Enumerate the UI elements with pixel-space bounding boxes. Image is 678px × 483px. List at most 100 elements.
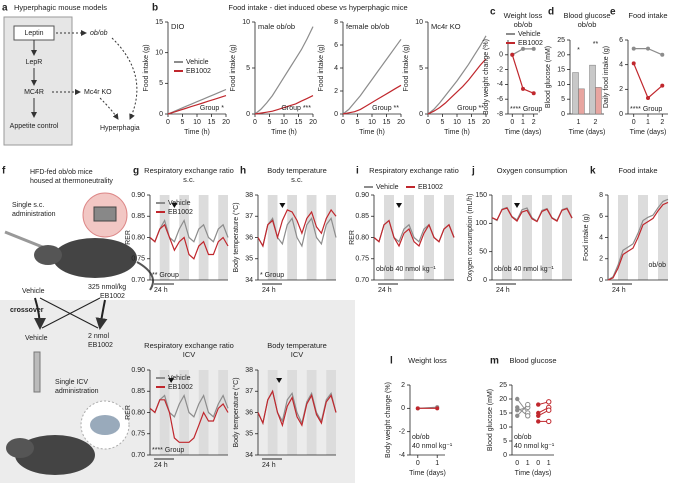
x-tick-label: 10 xyxy=(193,119,201,126)
x-tick-label: 10 xyxy=(368,119,376,126)
chart-title: Blood glucose xyxy=(563,11,610,20)
legend-label: Vehicle xyxy=(168,200,191,207)
x-tick-label: 0 xyxy=(416,460,420,467)
chart-subtitle: ICV xyxy=(183,350,196,359)
y-tick-label: 2 xyxy=(619,86,623,93)
series-line xyxy=(257,389,337,428)
y-tick-label: 0.80 xyxy=(131,409,145,416)
crossover-label: crossover xyxy=(10,307,44,314)
model-label: ob/ob xyxy=(90,30,108,37)
y-tick-label: 36 xyxy=(245,234,253,241)
y-tick-label: 34 xyxy=(245,277,253,284)
point xyxy=(415,406,420,411)
y-tick-label: 0.90 xyxy=(131,192,145,199)
bar xyxy=(595,87,602,115)
annotation: * Group xyxy=(260,272,284,279)
y-tick-label: -2 xyxy=(497,66,503,73)
y-tick-label: 0 xyxy=(159,111,163,118)
y-tick-label: 38 xyxy=(245,192,253,199)
y-axis-label: RER xyxy=(125,230,132,245)
y-tick-label: 0 xyxy=(246,111,250,118)
legend-label: EB1002 xyxy=(518,40,543,47)
y-tick-label: 2 xyxy=(334,88,338,95)
dark-phase xyxy=(638,195,648,280)
y-tick-label: -4 xyxy=(399,452,405,459)
y-tick-label: 4 xyxy=(619,62,623,69)
chart-title: male ob/ob xyxy=(258,22,295,31)
diagram-title: HFD-fed ob/ob mice xyxy=(30,169,93,176)
chart-title: Respiratory exchange ratio xyxy=(144,341,234,350)
series-line xyxy=(149,218,229,243)
dark-phase xyxy=(287,195,297,280)
arm-label: 325 nmol/kg xyxy=(88,284,126,291)
point xyxy=(521,46,525,51)
series-line xyxy=(167,88,227,115)
x-tick-label: 1 xyxy=(521,119,525,126)
x-tick-label: 5 xyxy=(181,119,185,126)
diagram-title: housed at thermoneutrality xyxy=(30,178,113,185)
x-tick-label: 0 xyxy=(515,460,519,467)
x-tick-label: 5 xyxy=(268,119,272,126)
point xyxy=(515,405,520,410)
y-tick-label: -4 xyxy=(497,81,503,88)
chart-title: Weight loss xyxy=(408,356,447,365)
y-tick-label: 10 xyxy=(242,19,250,26)
annotation: 24 h xyxy=(262,462,276,469)
event-marker xyxy=(396,203,402,208)
y-tick-label: 20 xyxy=(499,396,507,403)
annotation: 24 h xyxy=(378,287,392,294)
x-axis-label: Time (h) xyxy=(271,129,297,136)
point xyxy=(525,413,531,419)
annotation: ** xyxy=(593,41,599,48)
y-tick-label: 0.90 xyxy=(355,192,369,199)
panel-label: a xyxy=(2,3,8,14)
chart-title: Body temperature xyxy=(267,341,327,350)
chart-title: Respiratory exchange ratio xyxy=(144,166,234,175)
y-axis-label: Blood glucose (mM) xyxy=(487,389,494,451)
chart-title: female ob/ob xyxy=(346,22,389,31)
x-axis-label: Time (days) xyxy=(569,129,606,136)
panel-label: b xyxy=(152,3,158,14)
panel-label: d xyxy=(548,7,554,18)
chart-subtitle: ICV xyxy=(291,350,304,359)
series-line xyxy=(257,208,337,248)
y-tick-label: 4 xyxy=(599,234,603,241)
y-tick-label: 0 xyxy=(561,111,565,118)
annotation: Group ** xyxy=(372,105,399,112)
event-marker xyxy=(279,203,286,208)
dark-phase xyxy=(218,370,228,455)
series-line xyxy=(254,95,314,115)
dark-phase xyxy=(179,370,189,455)
y-tick-label: 5 xyxy=(419,65,423,72)
mouse-icon xyxy=(15,435,95,475)
x-tick-label: 1 xyxy=(577,119,581,126)
chart-subtitle: ob/ob xyxy=(578,20,597,29)
y-tick-label: 8 xyxy=(599,192,603,199)
point xyxy=(531,46,536,51)
x-tick-label: 15 xyxy=(208,119,216,126)
y-tick-label: 5 xyxy=(503,438,507,445)
y-tick-label: 0.80 xyxy=(131,234,145,241)
legend-label: Vehicle xyxy=(518,31,541,38)
point xyxy=(631,46,636,51)
point xyxy=(525,401,531,408)
annotation: 24 h xyxy=(612,287,626,294)
dark-phase xyxy=(267,370,278,455)
y-axis-label: Daily food intake (g) xyxy=(603,46,610,108)
y-tick-label: 5 xyxy=(561,96,565,103)
y-tick-label: 2 xyxy=(599,256,603,263)
point xyxy=(546,418,552,425)
point xyxy=(521,86,525,91)
point xyxy=(631,61,636,66)
bar xyxy=(578,88,585,115)
dark-phase xyxy=(159,370,170,455)
annotation: **** Group xyxy=(152,447,184,454)
x-tick-label: 5 xyxy=(441,119,445,126)
dark-phase xyxy=(306,370,317,455)
y-tick-label: 0.85 xyxy=(131,213,145,220)
crossover-arrows xyxy=(39,297,101,329)
x-tick-label: 1 xyxy=(526,460,530,467)
y-axis-label: Food intake (g) xyxy=(403,44,410,91)
dark-phase xyxy=(522,195,532,280)
